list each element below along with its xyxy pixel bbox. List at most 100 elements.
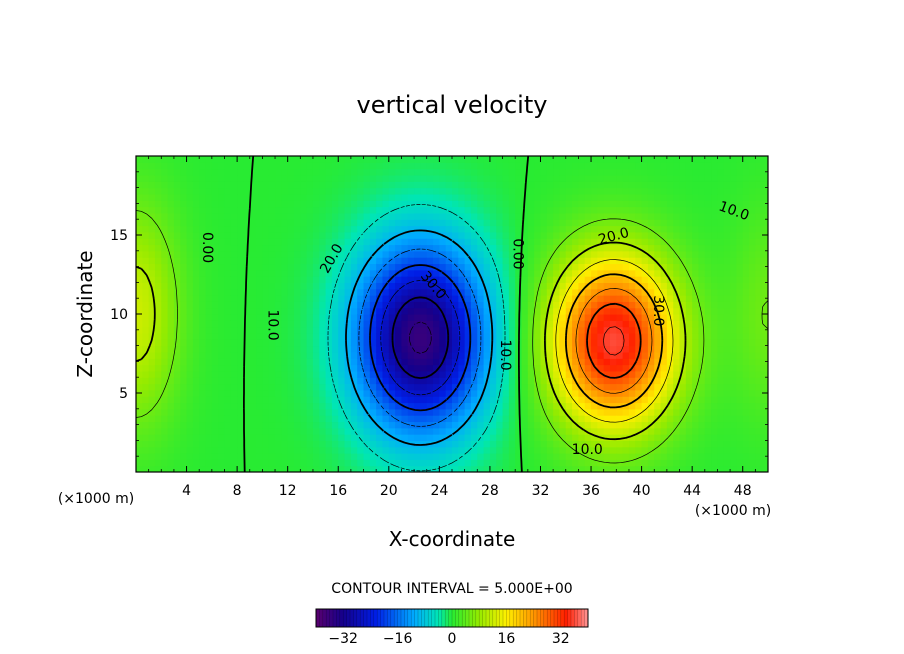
heatmap-cell: [136, 332, 143, 340]
heatmap-cell: [420, 326, 428, 334]
heatmap-cell: [572, 250, 579, 258]
heatmap-cell: [376, 193, 384, 201]
heatmap-cell: [622, 257, 630, 265]
heatmap-cell: [483, 408, 491, 416]
heatmap-cell: [698, 193, 706, 201]
heatmap-cell: [704, 168, 712, 176]
heatmap-cell: [679, 206, 687, 214]
heatmap-cell: [464, 402, 472, 410]
heatmap-cell: [161, 434, 169, 441]
heatmap-cell: [515, 193, 523, 201]
heatmap-cell: [654, 212, 662, 220]
heatmap-cell: [256, 370, 263, 378]
heatmap-cell: [180, 408, 188, 416]
heatmap-cell: [395, 263, 403, 271]
heatmap-cell: [685, 465, 693, 472]
heatmap-cell: [180, 156, 188, 163]
heatmap-cell: [749, 377, 756, 385]
heatmap-cell: [180, 295, 188, 302]
heatmap-cell: [136, 364, 143, 372]
heatmap-cell: [559, 301, 567, 309]
heatmap-cell: [414, 320, 421, 328]
heatmap-cell: [736, 263, 744, 271]
heatmap-cell: [508, 219, 516, 227]
heatmap-cell: [553, 427, 561, 435]
heatmap-cell: [363, 415, 371, 423]
heatmap-cell: [275, 156, 282, 163]
heatmap-cell: [395, 465, 403, 472]
heatmap-cell: [559, 276, 567, 283]
heatmap-cell: [382, 465, 390, 472]
heatmap-cell: [635, 370, 643, 378]
heatmap-cell: [306, 168, 314, 176]
heatmap-cell: [148, 314, 156, 321]
heatmap-cell: [338, 193, 346, 201]
heatmap-cell: [237, 377, 245, 385]
heatmap-cell: [218, 307, 226, 315]
heatmap-cell: [534, 193, 542, 201]
heatmap-cell: [565, 402, 573, 410]
heatmap-cell: [723, 383, 731, 391]
heatmap-cell: [553, 231, 561, 239]
heatmap-cell: [572, 295, 579, 302]
heatmap-cell: [218, 446, 226, 454]
heatmap-cell: [717, 465, 725, 472]
heatmap-cell: [306, 219, 314, 227]
heatmap-cell: [433, 427, 440, 435]
heatmap-cell: [673, 200, 681, 208]
heatmap-cell: [192, 421, 200, 429]
heatmap-cell: [470, 244, 478, 252]
heatmap-cell: [641, 421, 649, 429]
heatmap-cell: [420, 250, 428, 258]
heatmap-cell: [407, 383, 415, 391]
heatmap-cell: [192, 295, 200, 302]
heatmap-cell: [414, 446, 421, 454]
heatmap-cell: [445, 193, 453, 201]
heatmap-cell: [692, 231, 700, 239]
heatmap-cell: [199, 263, 207, 271]
heatmap-cell: [723, 415, 731, 423]
heatmap-cell: [704, 408, 712, 416]
heatmap-cell: [540, 465, 548, 472]
heatmap-cell: [243, 465, 251, 472]
heatmap-cell: [742, 295, 750, 302]
heatmap-cell: [300, 459, 308, 467]
heatmap-cell: [344, 377, 352, 385]
heatmap-cell: [755, 168, 763, 176]
heatmap-cell: [673, 377, 681, 385]
heatmap-cell: [287, 332, 295, 340]
heatmap-cell: [597, 212, 605, 220]
heatmap-cell: [540, 358, 548, 366]
heatmap-cell: [433, 453, 440, 460]
heatmap-cell: [388, 269, 396, 277]
heatmap-cell: [647, 206, 655, 214]
heatmap-cell: [433, 174, 440, 182]
heatmap-cell: [211, 257, 219, 265]
heatmap-cell: [546, 156, 554, 163]
heatmap-cell: [331, 200, 339, 208]
heatmap-cell: [414, 402, 421, 410]
heatmap-cell: [692, 244, 700, 252]
heatmap-cell: [414, 219, 421, 227]
heatmap-cell: [136, 288, 143, 296]
heatmap-cell: [628, 459, 636, 467]
heatmap-cell: [534, 168, 542, 176]
heatmap-cell: [420, 187, 428, 195]
heatmap-cell: [546, 421, 554, 429]
heatmap-cell: [496, 370, 504, 378]
heatmap-cell: [192, 434, 200, 441]
heatmap-cell: [433, 446, 440, 454]
heatmap-cell: [331, 219, 339, 227]
heatmap-cell: [300, 377, 308, 385]
heatmap-cell: [357, 440, 365, 448]
heatmap-cell: [534, 314, 542, 321]
heatmap-cell: [496, 200, 504, 208]
heatmap-cell: [142, 257, 150, 265]
heatmap-cell: [698, 307, 706, 315]
heatmap-cell: [262, 282, 270, 290]
heatmap-cell: [749, 181, 756, 189]
heatmap-cell: [268, 326, 276, 334]
heatmap-cell: [508, 396, 516, 404]
heatmap-cell: [603, 257, 611, 265]
heatmap-cell: [224, 465, 232, 472]
